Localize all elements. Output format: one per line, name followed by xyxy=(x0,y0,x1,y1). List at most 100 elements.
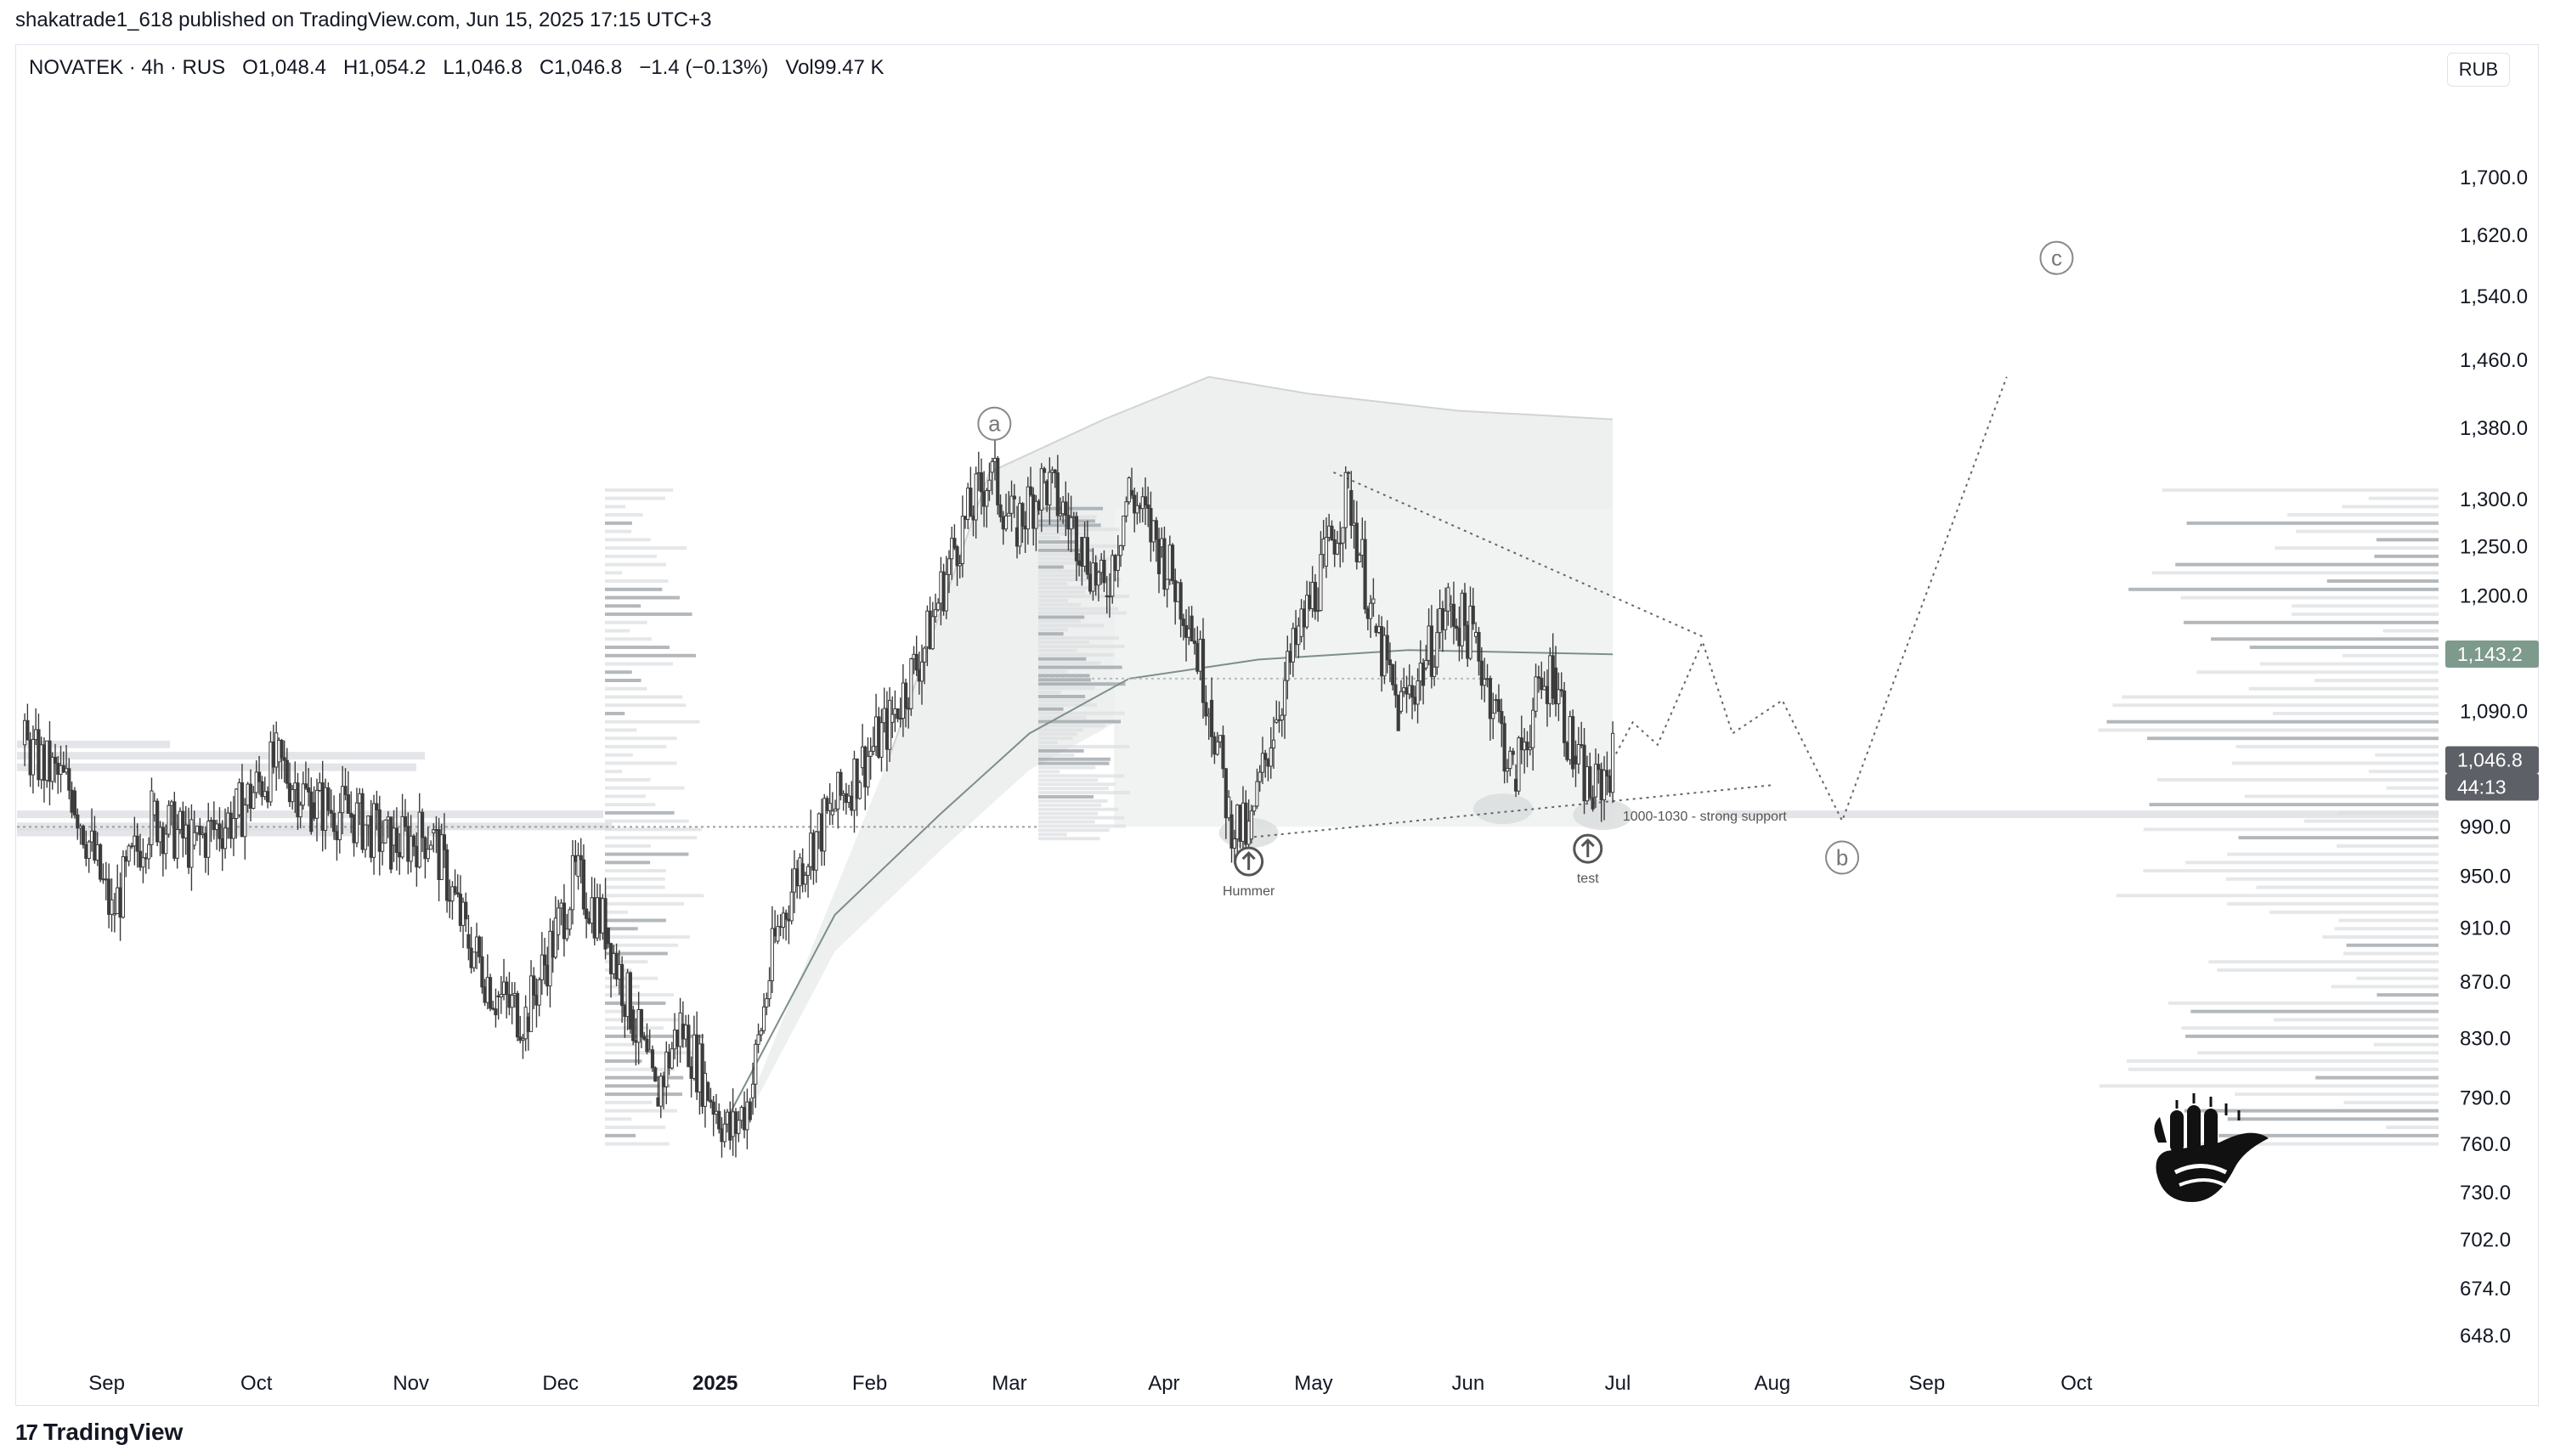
candle xyxy=(1321,538,1325,556)
annotations-layer: a b c Hummer test 1000-1030 - strong support xyxy=(977,240,2074,899)
candle xyxy=(1246,821,1251,845)
candle xyxy=(1485,678,1489,680)
candle xyxy=(1611,732,1615,793)
candle xyxy=(795,868,800,887)
candle xyxy=(426,849,430,860)
profile-bar xyxy=(1038,565,1064,569)
candle xyxy=(828,803,832,811)
profile-bar xyxy=(1038,648,1077,652)
candle xyxy=(360,793,365,850)
candle xyxy=(488,977,493,1009)
candle xyxy=(1438,607,1442,634)
profile-bar xyxy=(605,728,637,732)
candle xyxy=(1280,714,1284,720)
candle xyxy=(377,809,382,852)
candle xyxy=(50,756,54,782)
candle xyxy=(1244,802,1248,845)
candle xyxy=(1410,685,1415,698)
candle xyxy=(898,718,902,720)
candle xyxy=(998,504,1003,517)
candle xyxy=(411,835,416,847)
candle xyxy=(1085,537,1089,575)
profile-bar xyxy=(17,752,425,760)
profile-bar xyxy=(2112,703,2439,708)
candle xyxy=(1297,625,1301,646)
candle xyxy=(992,458,998,462)
candle xyxy=(45,740,49,781)
currency-button[interactable]: RUB xyxy=(2447,53,2510,87)
candle xyxy=(1462,592,1467,626)
candle xyxy=(1190,615,1194,642)
projection-path xyxy=(1612,376,2008,823)
profile-bar xyxy=(605,803,656,807)
open-label: O xyxy=(242,56,258,79)
tradingview-brand[interactable]: 17 TradingView xyxy=(15,1419,183,1446)
profile-bar xyxy=(605,943,679,947)
symbol-label[interactable]: NOVATEK · 4h · RUS xyxy=(29,56,226,79)
candle xyxy=(1178,582,1183,620)
candle xyxy=(658,1075,663,1107)
candle xyxy=(737,1120,741,1134)
candle xyxy=(1055,472,1060,516)
candle xyxy=(711,1101,715,1115)
candle xyxy=(70,789,74,813)
profile-bar xyxy=(2208,960,2439,964)
profile-bar xyxy=(605,877,665,881)
profile-bar xyxy=(2342,505,2439,509)
price-tick-label: 870.0 xyxy=(2460,971,2511,994)
candle xyxy=(195,826,200,833)
price-tick-label: 648.0 xyxy=(2460,1324,2511,1347)
profile-bar xyxy=(605,546,687,550)
candle xyxy=(1099,560,1104,573)
candle xyxy=(1299,608,1303,637)
candle xyxy=(309,791,314,832)
candle xyxy=(537,979,541,1006)
profile-bar xyxy=(1038,661,1101,665)
candle xyxy=(955,546,959,567)
candle xyxy=(252,792,256,810)
candle xyxy=(521,1038,525,1041)
price-tick-label: 790.0 xyxy=(2460,1086,2511,1109)
profile-bar xyxy=(2122,695,2439,699)
candle xyxy=(653,1067,658,1082)
candle xyxy=(1118,545,1123,556)
profile-bar xyxy=(2292,604,2439,608)
wave-label: b xyxy=(1836,844,1848,870)
profile-bar xyxy=(2377,993,2439,997)
candle xyxy=(689,1066,693,1079)
candle xyxy=(857,782,862,799)
price-tick-label: 1,380.0 xyxy=(2460,417,2528,440)
profile-bar xyxy=(1038,540,1079,545)
profile-bar xyxy=(1038,644,1125,648)
candle xyxy=(1088,573,1093,592)
candle xyxy=(608,943,613,974)
candle xyxy=(87,841,91,859)
candle xyxy=(312,802,316,819)
candle xyxy=(1605,770,1609,777)
candle xyxy=(565,928,569,940)
candle xyxy=(298,804,302,818)
profile-bar xyxy=(2184,1109,2439,1113)
candle xyxy=(363,824,368,850)
profile-bar xyxy=(605,587,663,591)
candle xyxy=(542,954,547,966)
candle xyxy=(141,857,145,868)
support-note: 1000-1030 - strong support xyxy=(1623,810,1788,824)
candle xyxy=(406,826,410,862)
profile-bar xyxy=(1038,795,1094,799)
candle xyxy=(756,1034,760,1045)
candle xyxy=(1440,607,1445,630)
candle xyxy=(960,516,964,565)
profile-bar xyxy=(2343,951,2439,956)
profile-bar xyxy=(2373,1042,2439,1047)
candle xyxy=(1291,628,1295,663)
candle xyxy=(417,811,421,868)
price-badge-label: 44:13 xyxy=(2457,776,2507,798)
price-tick-label: 1,460.0 xyxy=(2460,349,2528,372)
candle xyxy=(562,902,567,940)
candle xyxy=(37,729,41,781)
candle xyxy=(661,1075,666,1087)
price-tick-label: 1,090.0 xyxy=(2460,700,2528,723)
candle xyxy=(675,1030,680,1047)
